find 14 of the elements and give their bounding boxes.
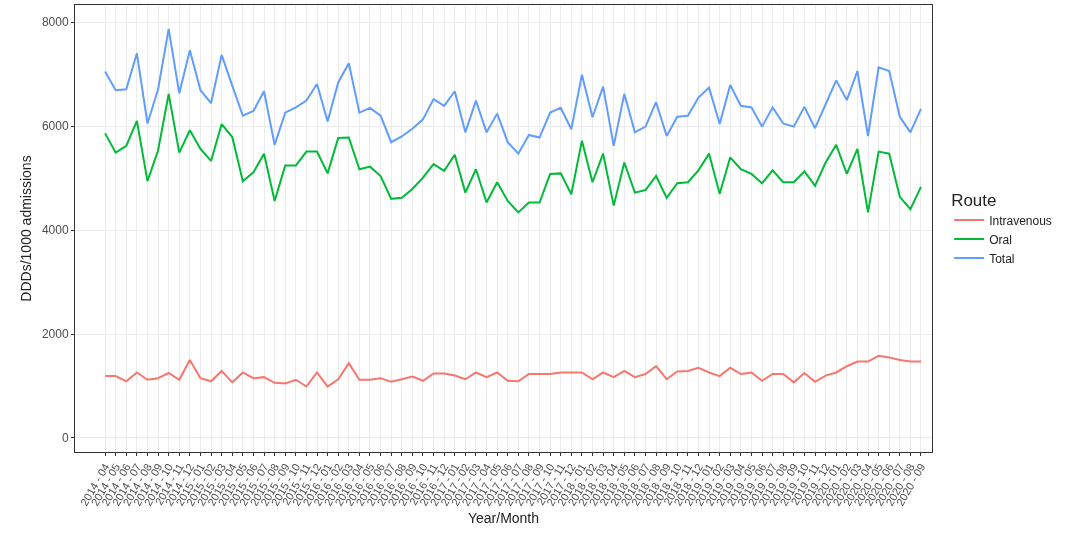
legend-title: Route bbox=[951, 190, 997, 210]
y-tick-label: 2000 bbox=[41, 327, 69, 342]
legend-label: Oral bbox=[989, 232, 1012, 247]
line-series bbox=[104, 354, 922, 388]
legend-label: Intravenous bbox=[989, 213, 1052, 228]
line-series bbox=[104, 92, 922, 214]
y-tick-label: 6000 bbox=[41, 119, 69, 134]
legend-label: Total bbox=[989, 251, 1015, 266]
y-tick-label: 8000 bbox=[41, 15, 69, 30]
y-tick-label: 4000 bbox=[41, 223, 69, 238]
y-axis-title: DDDs/1000 admissions bbox=[18, 155, 35, 302]
x-axis-title: Year/Month bbox=[467, 510, 540, 527]
y-tick-label: 0 bbox=[61, 431, 69, 446]
line-series bbox=[104, 27, 922, 155]
